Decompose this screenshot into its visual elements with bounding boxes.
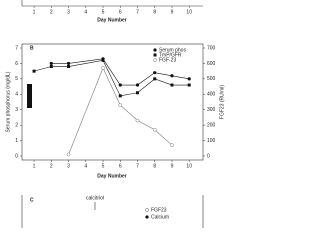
x-tick-label: 1 <box>33 163 36 169</box>
legend-label: Serum phos <box>159 47 186 53</box>
y2-axis-label: FGF23 (RU/ml) <box>219 85 225 120</box>
point <box>67 65 71 69</box>
point <box>152 127 157 132</box>
point <box>170 74 174 78</box>
point <box>66 152 71 157</box>
y2-tick-label: 200 <box>207 122 216 128</box>
y2-tick-label: 300 <box>207 107 216 113</box>
legend-swatch <box>145 208 149 212</box>
point <box>187 77 191 81</box>
panel-label: B <box>30 45 34 51</box>
point <box>153 71 157 75</box>
point <box>118 94 122 98</box>
point <box>135 83 140 87</box>
y2-tick-label: 0 <box>207 153 210 159</box>
background <box>0 0 228 228</box>
x-tick-label: 10 <box>186 163 192 169</box>
legend-label: FGF-23 <box>159 57 176 63</box>
figure: Day Number B Day Number Serum phosphorus… <box>0 0 228 228</box>
y-tick-label: 6 <box>15 61 18 67</box>
annotation: calcitriol <box>86 195 104 201</box>
y-tick-label: 0 <box>15 153 18 159</box>
legend-label: Calcium <box>151 214 169 220</box>
x-tick-label: 4 <box>84 163 87 169</box>
legend-swatch <box>145 215 149 219</box>
x-tick-label: 7 <box>136 9 139 15</box>
point <box>135 91 139 95</box>
x-tick-label: 3 <box>67 163 70 169</box>
y2-tick-label: 500 <box>207 76 216 82</box>
y-tick-label: 7 <box>15 45 18 51</box>
point <box>101 58 105 62</box>
y2-tick-label: 400 <box>207 92 216 98</box>
x-tick-label: 7 <box>136 163 139 169</box>
x-axis-label: Day Number <box>97 17 127 23</box>
x-tick-label: 4 <box>84 9 87 15</box>
legend-swatch <box>153 53 157 57</box>
point <box>187 83 191 87</box>
x-tick-label: 8 <box>153 9 156 15</box>
x-tick-label: 6 <box>119 9 122 15</box>
point <box>118 83 122 87</box>
series-line <box>68 67 173 155</box>
panel-label: C <box>30 197 34 203</box>
point <box>118 103 123 107</box>
x-tick-label: 6 <box>119 163 122 169</box>
x-tick-label: 8 <box>153 163 156 169</box>
y-tick-label: 3 <box>15 107 18 113</box>
legend-label: FGF23 <box>151 207 167 213</box>
point <box>170 143 174 148</box>
point <box>49 61 53 66</box>
point <box>135 118 140 123</box>
point <box>101 66 105 70</box>
point <box>153 77 157 81</box>
x-tick-label: 2 <box>50 9 53 15</box>
y-tick-label: 1 <box>15 138 18 144</box>
legend-swatch <box>153 48 157 52</box>
legend-swatch <box>153 58 157 62</box>
y2-tick-label: 600 <box>207 61 216 67</box>
y-tick-label: 5 <box>15 76 18 82</box>
y-axis-label: Serum phosphorus (mg/dL) <box>5 71 11 132</box>
y-tick-label: 2 <box>15 122 18 128</box>
point <box>66 61 71 66</box>
x-tick-label: 3 <box>67 9 70 15</box>
legend-label: TmP/GFR <box>159 52 182 58</box>
series-line <box>51 58 190 86</box>
point <box>49 65 53 69</box>
x-tick-label: 9 <box>171 163 174 169</box>
y-tick-label: 4 <box>15 92 18 98</box>
x-tick-label: 10 <box>186 9 192 15</box>
y2-tick-label: 700 <box>207 45 216 51</box>
x-tick-label: 1 <box>33 9 36 15</box>
y2-tick-label: 100 <box>207 138 216 144</box>
point <box>32 69 36 73</box>
x-tick-label: 2 <box>50 163 53 169</box>
x-tick-label: 9 <box>171 9 174 15</box>
normal-range <box>27 84 32 108</box>
x-axis-label: Day Number <box>97 173 127 179</box>
point <box>170 83 174 87</box>
x-tick-label: 5 <box>102 9 105 15</box>
x-tick-label: 5 <box>102 163 105 169</box>
panel-b-frame <box>21 43 204 161</box>
